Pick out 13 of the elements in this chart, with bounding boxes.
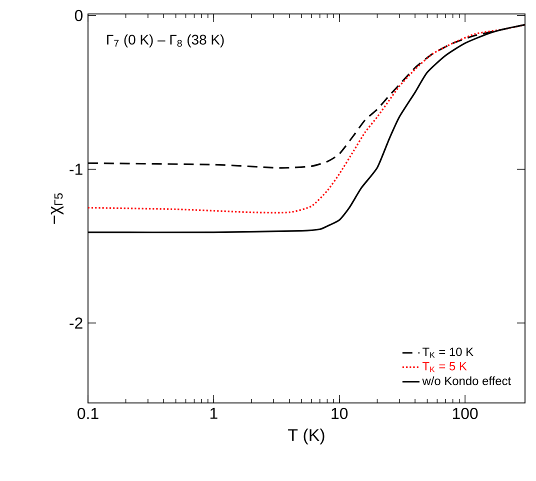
x-tick-label: 1: [210, 408, 218, 419]
y-tick-label: 0: [74, 10, 83, 22]
x-tick-label: 0.1: [78, 408, 98, 420]
annotation: Γ$_{7}$ (0 K) – Γ$_{8}$ (38 K): [107, 34, 224, 48]
y-tick-label: -2: [70, 317, 82, 329]
legend-label: T$_{K}$ = 10 K: [422, 348, 474, 358]
x-tick-label: 100: [452, 408, 478, 420]
x-axis-title: T (K): [288, 428, 324, 444]
x-tick-label: 10: [332, 408, 348, 420]
y-axis-title: −χ$_{Γ5}$: [50, 193, 64, 224]
legend-label: T$_{K}$ = 5 K: [422, 362, 467, 372]
legend-label: w/o Kondo effect: [422, 376, 511, 386]
y-tick-label: -1: [70, 164, 82, 175]
